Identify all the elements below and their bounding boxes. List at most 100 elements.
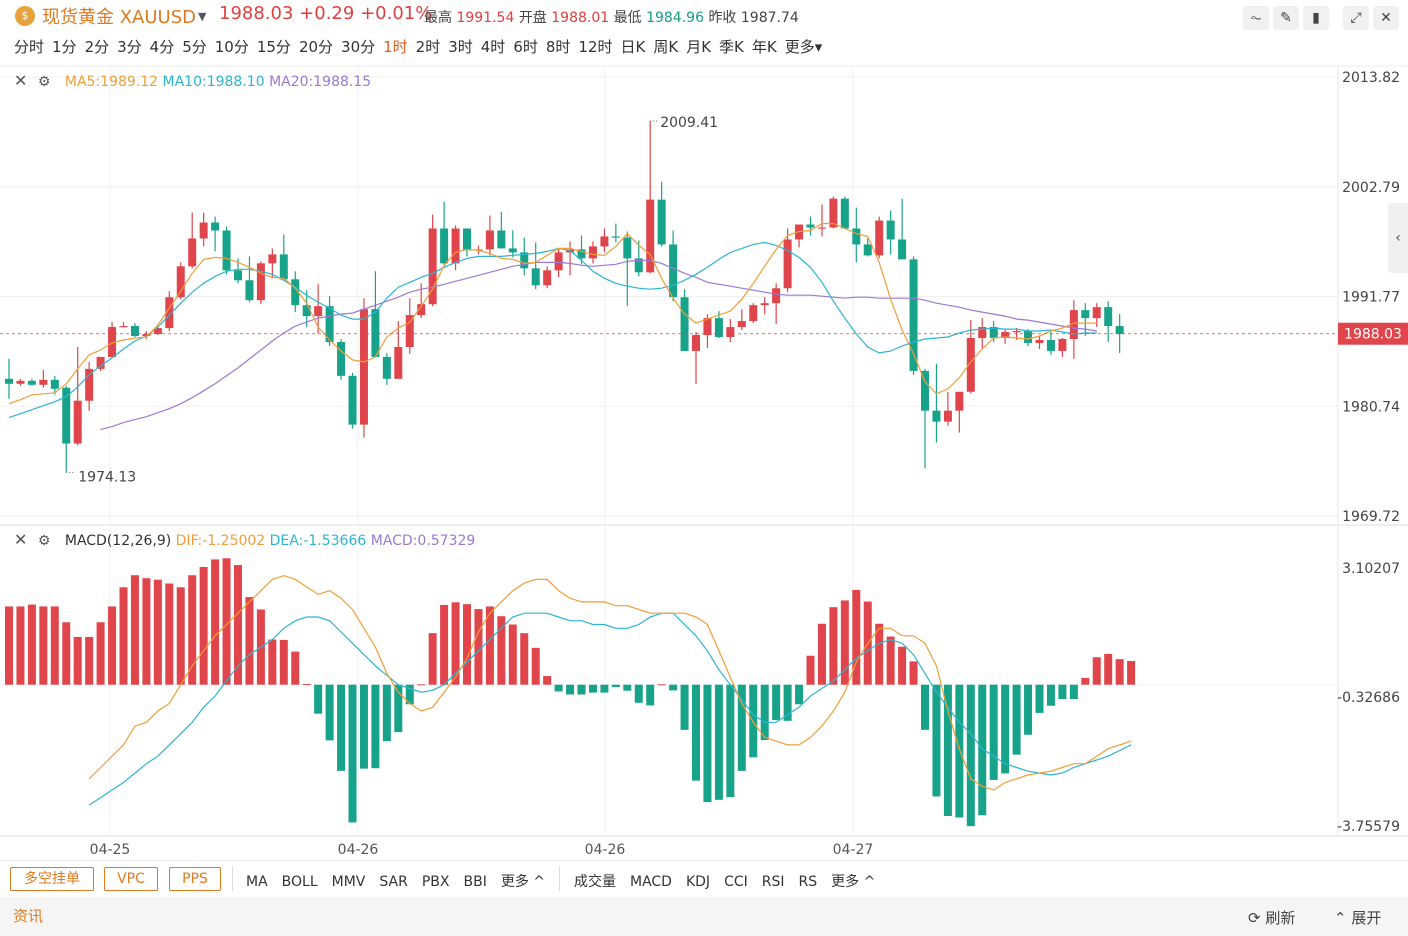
dea-value: DEA:-1.53666 (269, 533, 367, 549)
macd-legend: ✕ ⚙ MACD(12,26,9) DIF:-1.25002 DEA:-1.53… (14, 530, 475, 549)
macd-bar (714, 684, 723, 800)
period-tab[interactable]: 分时 (14, 38, 45, 56)
macd-bar (485, 606, 494, 685)
candle-body (1069, 310, 1078, 340)
draw-pen-icon[interactable]: ✎ (1273, 6, 1299, 30)
y-tick-label: 1980.74 (1342, 399, 1400, 415)
x-tick-label: 04-26 (585, 842, 626, 858)
main-indicator-item[interactable]: BOLL (281, 874, 318, 890)
candle-body (405, 315, 414, 347)
period-tab[interactable]: 4时 (480, 38, 506, 56)
candle-body (119, 326, 128, 328)
chevron-down-icon[interactable]: ▼ (198, 10, 207, 23)
sub-indicator-item[interactable]: RS (798, 874, 818, 890)
sub-indicator-item[interactable]: 成交量 (574, 874, 616, 890)
sub-indicator-item[interactable]: 更多 ^ (831, 874, 876, 890)
macd-bar (1012, 684, 1021, 755)
y-tick-label: 1969.72 (1342, 509, 1400, 525)
macd-bar (1035, 684, 1044, 713)
period-tab[interactable]: 10分 (214, 38, 249, 56)
candle-body (588, 246, 597, 259)
candle-body (1012, 331, 1021, 333)
expand-button[interactable]: ⌃ 展开 (1334, 909, 1382, 927)
candle-body (428, 228, 437, 305)
quote-stats: 最高 1991.54 开盘 1988.01 最低 1984.96 昨收 1987… (424, 7, 799, 27)
gear-icon[interactable]: ⚙ (37, 74, 51, 90)
period-tab[interactable]: 日K (620, 38, 646, 56)
period-tab[interactable]: 3时 (448, 38, 473, 56)
indicator-toolbar: 多空挂单 VPC PPS MA BOLL MMV SAR PBX BBI 更多 ^ 成交量 M… (0, 860, 1408, 897)
candle-body (875, 220, 884, 256)
main-indicator-item[interactable]: MMV (331, 874, 366, 890)
macd-bar (222, 558, 231, 685)
period-tab[interactable]: 8时 (545, 38, 571, 56)
main-indicator-item[interactable]: PBX (421, 874, 450, 890)
period-tab[interactable]: 20分 (298, 38, 334, 56)
line-chart-icon[interactable]: ⏦ (1243, 6, 1269, 30)
sub-indicator-item[interactable]: KDJ (685, 874, 711, 890)
macd-bar (1104, 653, 1113, 685)
news-title[interactable]: 资讯 (13, 907, 44, 925)
main-indicator-list: MA BOLL MMV SAR PBX BBI 更多 ^ (246, 871, 559, 891)
period-tab[interactable]: 6时 (513, 38, 538, 56)
close-indicator-icon[interactable]: ✕ (14, 71, 28, 90)
price-change-pct: +0.01% (360, 3, 433, 24)
candle-body (5, 378, 13, 384)
candle-body (669, 244, 678, 298)
period-tab[interactable]: 1时 (383, 38, 408, 56)
long-short-orders-button[interactable]: 多空挂单 (10, 867, 94, 891)
period-tab[interactable]: 月K (686, 38, 712, 56)
period-tab[interactable]: 5分 (182, 38, 207, 56)
y-tick-label: 1991.77 (1342, 290, 1400, 306)
candle-body (485, 230, 494, 250)
candle-body (62, 387, 71, 444)
close-indicator-icon[interactable]: ✕ (14, 530, 28, 549)
collapse-panel-icon[interactable]: ‹ (1388, 203, 1408, 273)
candle-body (256, 263, 265, 301)
macd-bar (623, 684, 632, 691)
candle-body (531, 268, 540, 286)
period-tab[interactable]: 15分 (256, 38, 291, 56)
gear-icon[interactable]: ⚙ (37, 533, 51, 549)
period-tab[interactable]: 年K (751, 38, 777, 56)
symbol-name[interactable]: 现货黄金 XAUUSD (42, 7, 197, 28)
candle-body (955, 391, 964, 411)
period-tab[interactable]: 更多▾ (784, 38, 823, 56)
sub-indicator-item[interactable]: MACD (630, 874, 672, 890)
period-tab[interactable]: 2分 (84, 38, 110, 56)
macd-bar (760, 684, 769, 741)
period-tabs: 分时 1分 2分 3分 4分 5分 10分 15分 20分 30分 1时 2时 3时 4时 6时 8时 12时日… (10, 36, 826, 58)
macd-bar (176, 587, 185, 685)
main-indicator-item[interactable]: SAR (379, 874, 408, 890)
vpc-button[interactable]: VPC (104, 867, 158, 891)
candle-body (188, 238, 197, 267)
period-tab[interactable]: 3分 (117, 38, 142, 56)
period-tab[interactable]: 1分 (52, 38, 77, 56)
main-indicator-item[interactable]: 更多 ^ (500, 874, 546, 890)
refresh-button[interactable]: ⟳ 刷新 (1248, 909, 1296, 927)
divider (559, 867, 560, 891)
macd-bar (543, 676, 552, 685)
pps-button[interactable]: PPS (169, 867, 221, 891)
kline-chart[interactable]: 1988.03 2013.82 2002.79 1991.77 1980.74 1969.… (0, 0, 1408, 860)
macd-bar (703, 684, 712, 803)
candle-body (806, 224, 815, 228)
period-tab[interactable]: 12时 (578, 38, 613, 56)
period-tab[interactable]: 季K (719, 38, 744, 56)
macd-bar (588, 684, 597, 693)
period-tab[interactable]: 30分 (341, 38, 376, 56)
close-icon[interactable]: ✕ (1373, 6, 1399, 30)
sub-indicator-item[interactable]: RSI (761, 874, 785, 890)
macd-bar (772, 684, 781, 721)
macd-bar (73, 636, 82, 685)
sub-indicator-item[interactable]: CCI (724, 874, 748, 890)
main-indicator-item[interactable]: MA (246, 874, 268, 890)
expand-icon[interactable]: ⤢ (1343, 6, 1369, 30)
period-tab[interactable]: 4分 (149, 38, 175, 56)
candle-type-icon[interactable]: ▮ (1303, 6, 1329, 30)
period-tab[interactable]: 2时 (415, 38, 441, 56)
period-tab[interactable]: 周K (653, 38, 679, 56)
x-tick-label: 04-27 (833, 842, 874, 858)
candle-body (497, 230, 506, 249)
main-indicator-item[interactable]: BBI (463, 874, 487, 890)
